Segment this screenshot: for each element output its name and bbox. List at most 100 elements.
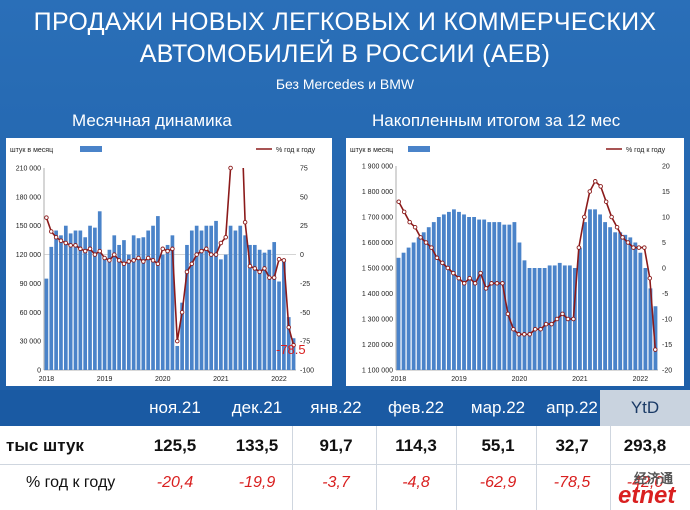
line-point <box>543 321 549 327</box>
bar <box>267 249 272 370</box>
x-tick-label: 2019 <box>97 376 113 383</box>
slide-title: ПРОДАЖИ НОВЫХ ЛЕГКОВЫХ И КОММЕРЧЕСКИХ АВ… <box>0 6 690 70</box>
line-point <box>189 261 195 267</box>
bar <box>527 268 532 370</box>
y2-tick-label: 25 <box>300 223 308 230</box>
bar <box>467 217 471 370</box>
line-point <box>97 248 102 254</box>
bar <box>598 214 602 370</box>
watermark-text: 经济通 <box>634 471 674 486</box>
y2-tick-label: 50 <box>300 194 308 201</box>
line-point <box>155 261 161 267</box>
y-tick-label: 1 900 000 <box>362 164 393 171</box>
sales-table: ноя.21 дек.21 янв.22 фев.22 мар.22 апр.2… <box>0 390 690 510</box>
title-line-1: ПРОДАЖИ НОВЫХ ЛЕГКОВЫХ И КОММЕРЧЕСКИХ <box>33 8 657 36</box>
bar <box>59 235 63 370</box>
bar <box>583 222 587 370</box>
y-tick-label: 90 000 <box>20 281 42 288</box>
bar <box>248 244 252 370</box>
row-divider <box>0 464 690 465</box>
line-point <box>141 259 146 264</box>
x-tick-label: 2019 <box>451 376 467 383</box>
bar <box>638 252 643 370</box>
line-point <box>478 270 483 276</box>
bar <box>209 225 214 370</box>
line-point <box>603 199 609 204</box>
cumulative-chart: штук в месяц % год к году 1 100 000 1 200 0… <box>346 138 684 386</box>
bar <box>613 232 618 370</box>
line-point <box>184 269 190 275</box>
table-cell: -78,5 <box>553 474 591 491</box>
line-point <box>112 252 117 257</box>
x-tick-label: 2022 <box>633 376 649 383</box>
line-point <box>592 179 598 184</box>
y2-tick-label: 75 <box>300 166 308 173</box>
bar <box>411 242 416 370</box>
bar <box>421 232 426 370</box>
line-point <box>291 342 296 348</box>
bar <box>603 222 608 370</box>
line-point <box>472 281 478 286</box>
line-point <box>218 240 224 246</box>
ytd-header-bg <box>600 390 690 426</box>
line-point <box>598 184 603 189</box>
line-point <box>401 209 407 215</box>
line-point <box>228 165 233 171</box>
line-point <box>489 281 494 286</box>
y2-tick-label: -100 <box>300 368 314 375</box>
bar <box>567 265 572 370</box>
line-point <box>620 235 625 240</box>
bar <box>219 259 223 370</box>
bar <box>194 225 199 370</box>
col-header: янв.22 <box>310 398 362 417</box>
line-point <box>175 338 180 344</box>
col-divider <box>376 426 377 510</box>
y2-tick-label: -75 <box>300 339 310 346</box>
bar <box>180 302 184 370</box>
line-point <box>522 332 527 337</box>
bar <box>257 249 262 370</box>
line-point <box>511 326 516 332</box>
line-point <box>500 281 505 286</box>
table-cell: -4,8 <box>402 474 430 491</box>
y2-tick-label: -10 <box>662 317 672 324</box>
bar <box>160 254 165 370</box>
line-point <box>445 265 451 271</box>
line-point <box>587 189 593 194</box>
line-point <box>396 199 401 204</box>
bar <box>648 288 653 370</box>
line-point <box>505 311 511 317</box>
y-tick-label: 210 000 <box>16 166 41 173</box>
bar <box>78 230 83 370</box>
bar <box>291 338 296 370</box>
line-point <box>121 261 127 267</box>
bar <box>653 306 658 370</box>
line-point <box>576 245 582 250</box>
bar <box>477 219 482 370</box>
table-cell: 114,3 <box>395 436 437 455</box>
line-point <box>49 229 54 234</box>
line-point <box>194 252 199 257</box>
bar <box>492 222 497 370</box>
bar <box>482 219 487 370</box>
line-point <box>456 275 462 281</box>
table-cell: 55,1 <box>481 436 515 455</box>
y-tick-label: 60 000 <box>20 310 42 317</box>
bar <box>175 345 180 370</box>
line-point <box>281 258 287 263</box>
table-cell: 32,7 <box>555 436 589 455</box>
line-point <box>565 316 571 322</box>
y2-tick-label: -20 <box>662 368 672 375</box>
line-point <box>609 214 614 220</box>
bar <box>628 237 633 370</box>
line-point <box>271 275 277 280</box>
bar <box>54 230 58 370</box>
bar <box>457 211 461 370</box>
right-panel-title: Накопленным итогом за 12 мес <box>372 111 621 130</box>
line-point <box>126 259 132 264</box>
bar <box>542 268 547 370</box>
line-point <box>538 326 543 332</box>
y-tick-label: 30 000 <box>20 339 42 346</box>
line-point <box>636 245 642 250</box>
